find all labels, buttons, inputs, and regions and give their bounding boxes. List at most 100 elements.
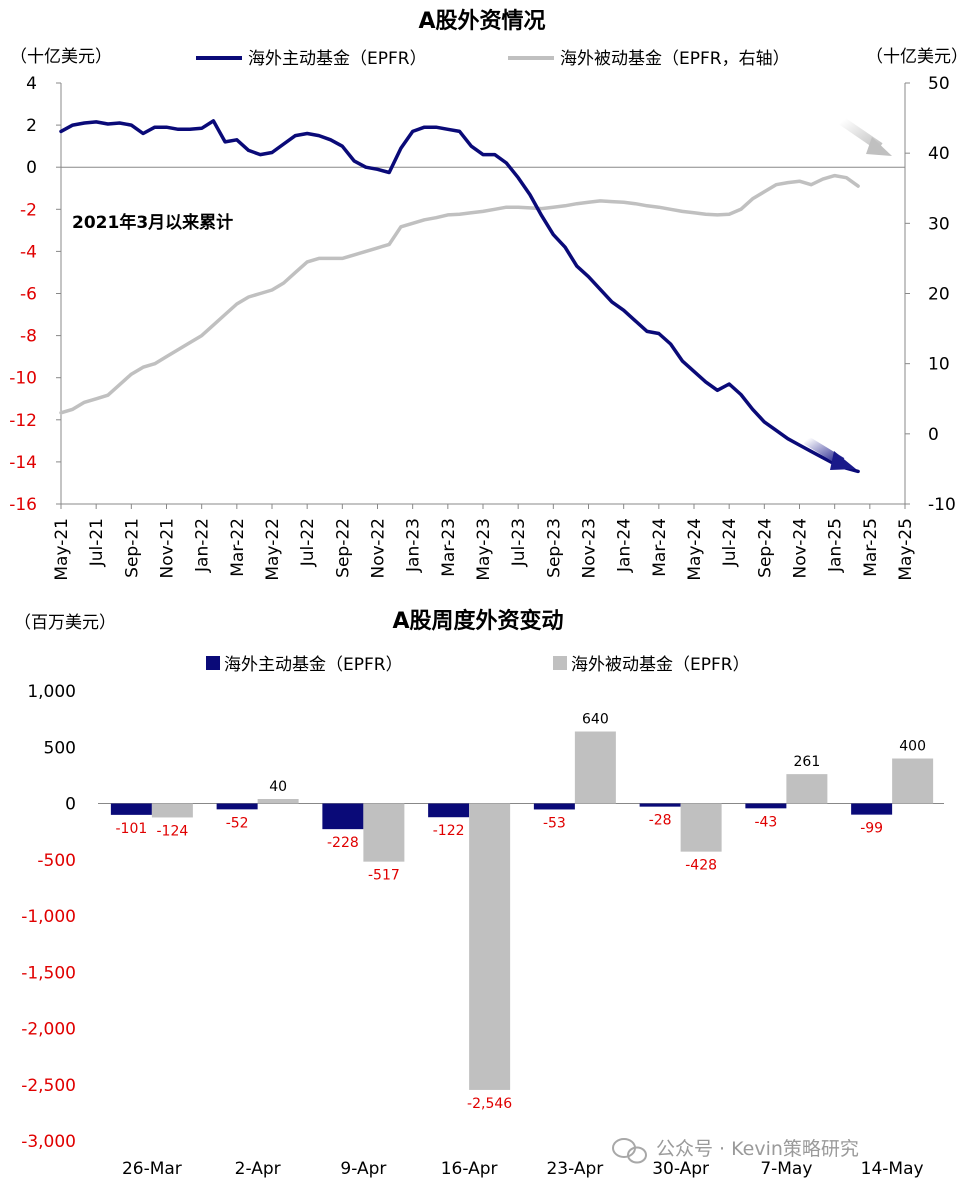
top-chart-title: A股外资情况 [418,8,545,34]
bar-active [322,803,364,830]
bar-passive [469,803,511,1090]
bar-passive [892,758,934,804]
top-right-tick-label: -10 [928,495,956,515]
top-x-tick-label: May-22 [263,518,283,581]
top-x-tick-label: Jan-24 [615,518,635,573]
top-left-tick-label: -6 [20,285,37,305]
top-left-tick-label: -2 [20,200,37,220]
legend-label-passive: 海外被动基金（EPFR，右轴） [560,49,790,69]
top-left-tick-label: 0 [26,158,37,178]
bar-active [639,803,681,807]
bottom-legend: 海外主动基金（EPFR） 海外被动基金（EPFR） [206,655,750,675]
legend-label-active: 海外主动基金（EPFR） [248,49,427,69]
top-left-tick-label: -14 [9,453,37,473]
top-left-tick-label: -4 [20,242,37,262]
bar-active-label: -101 [115,821,147,837]
top-x-tick-label: May-21 [52,518,72,581]
bar-passive-label: 261 [794,754,821,770]
bottom-y-tick-label: 1,000 [27,682,76,702]
bar-active-label: -99 [860,821,883,837]
wechat-icon [612,1138,647,1164]
bar-passive [257,799,299,804]
bottom-bars: -101 -124 -52 40 -228 -517 -122 -2,546 -53 640 -28… [110,712,934,1112]
bar-passive-label: 640 [582,712,609,728]
top-x-tick-label: Nov-24 [791,518,811,579]
top-right-unit: （十亿美元） [866,47,968,67]
top-x-tick-label: Sep-24 [755,518,775,578]
bar-passive [574,731,616,804]
top-left-tick-label: -16 [9,495,37,515]
top-left-tick-label: -8 [20,327,37,347]
bar-active-label: -122 [433,823,465,839]
bar-passive [363,803,405,862]
series-line-passive [59,173,860,415]
top-left-tick-label: 4 [26,74,37,94]
top-x-tick-label: May-25 [896,518,916,581]
bar-active [745,803,787,809]
trend-arrow-down-icon [803,436,856,470]
bar-active-label: -43 [754,814,777,830]
top-right-tick-label: 50 [928,74,950,94]
top-x-tick-label: Sep-22 [333,518,353,578]
top-left-tick-label: 2 [26,116,37,136]
bar-active-label: -52 [226,815,249,831]
top-x-tick-label: Nov-22 [369,518,389,579]
bottom-unit: （百万美元） [14,613,116,633]
top-right-tick-label: 0 [928,425,939,445]
legend-label-passive-bar: 海外被动基金（EPFR） [571,655,750,675]
watermark: 公众号 · Kevin策略研究 [612,1138,859,1164]
legend-label-active-bar: 海外主动基金（EPFR） [224,655,403,675]
bottom-y-tick-label: -3,000 [21,1132,76,1152]
top-x-tick-label: Mar-24 [650,518,670,577]
bar-active-label: -53 [543,815,566,831]
bottom-chart-title: A股周度外资变动 [392,608,563,634]
top-x-tick-label: Sep-23 [544,518,564,578]
bottom-y-tick-label: -1,000 [21,907,76,927]
bottom-category-label: 16-Apr [441,1159,498,1179]
cumulative-annotation: 2021年3月以来累计 [72,212,233,233]
bar-passive [786,774,828,804]
bar-passive-label: -517 [368,868,400,884]
trend-arrow-up-icon [839,117,892,156]
top-x-tick-label: Jul-21 [87,518,107,567]
top-x-tick-label: Jul-24 [720,518,740,567]
bottom-category-label: 14-May [861,1159,924,1179]
top-lines [59,119,860,474]
bar-active-label: -228 [327,835,359,851]
legend-swatch-active-bar [206,656,220,670]
top-x-tick-label: May-24 [685,518,705,581]
top-right-tick-label: 30 [928,214,950,234]
bottom-category-label: 23-Apr [546,1159,603,1179]
bar-passive-label: -124 [156,823,188,839]
top-x-tick-label: Mar-22 [228,518,248,577]
bottom-y-tick-label: 500 [44,738,76,758]
watermark-text: 公众号 · Kevin策略研究 [656,1138,859,1160]
bar-passive [680,803,722,852]
top-x-tick-label: Jan-25 [826,518,846,573]
top-left-unit: （十亿美元） [10,47,112,67]
bar-passive-label: 40 [269,779,287,795]
bottom-axes: 1,000 500 0 -500 -1,000 -1,500 -2,000 -2,500 -3,… [21,682,944,1179]
top-x-tick-label: Sep-21 [122,518,142,578]
top-x-tick-label: Jan-23 [404,518,424,573]
bar-active [851,803,893,815]
top-right-tick-label: 20 [928,285,950,305]
bottom-category-label: 7-May [760,1159,812,1179]
top-legend: 海外主动基金（EPFR） 海外被动基金（EPFR，右轴） [196,49,790,69]
top-x-tick-label: Nov-23 [580,518,600,579]
bar-active-label: -28 [649,813,672,829]
bottom-category-label: 30-Apr [652,1159,709,1179]
bottom-y-tick-label: -1,500 [21,963,76,983]
top-x-tick-label: Jul-23 [509,518,529,567]
bar-active [533,803,575,810]
bar-passive-label: 400 [899,739,926,755]
bar-passive-label: -2,546 [467,1096,512,1112]
bar-active [110,803,152,815]
bar-active [216,803,258,810]
top-x-tick-label: Jul-22 [298,518,318,567]
bottom-category-label: 2-Apr [235,1159,281,1179]
top-x-tick-label: Mar-23 [439,518,459,577]
top-right-tick-label: 40 [928,144,950,164]
legend-swatch-passive-bar [553,656,567,670]
